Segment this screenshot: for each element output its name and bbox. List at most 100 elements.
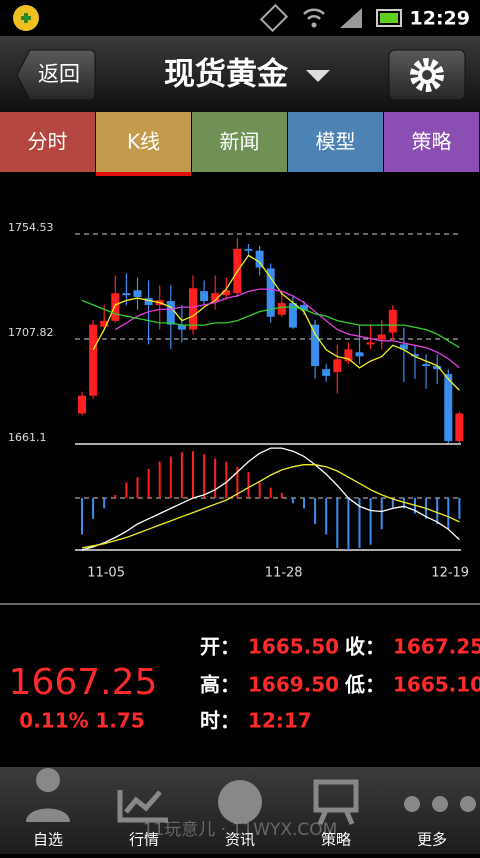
tab[interactable]: [0, 112, 95, 172]
macd-bar: [258, 482, 261, 498]
candle-body: [111, 293, 120, 321]
candle-body: [100, 320, 109, 327]
nav-icon[interactable]: [218, 780, 262, 824]
macd-bar: [336, 498, 339, 548]
candle-body: [211, 293, 220, 302]
candle-body: [444, 374, 453, 442]
active-tab-indicator: [96, 172, 191, 176]
tab[interactable]: [384, 112, 479, 172]
candle-body: [222, 290, 231, 296]
macd-bar: [269, 487, 272, 498]
back-label[interactable]: 返回: [38, 62, 80, 86]
tab-label[interactable]: 分时: [28, 130, 68, 154]
candle-body: [266, 268, 275, 317]
x-tick-label: 12-19: [431, 566, 469, 581]
macd-bar: [303, 498, 305, 509]
quote-label: 收：: [345, 635, 385, 659]
nav-icon[interactable]: [313, 779, 359, 825]
candle-body: [399, 344, 408, 350]
candle-body: [344, 349, 353, 362]
tab-label[interactable]: 策略: [412, 130, 452, 154]
app-icon-plus: [21, 13, 31, 23]
macd-bar: [136, 477, 139, 498]
quote-value: 1665.50: [248, 635, 339, 659]
candle-body: [411, 354, 419, 357]
tab-label[interactable]: 新闻: [220, 130, 260, 154]
macd-bar: [314, 498, 317, 524]
title-dropdown-arrow[interactable]: [306, 70, 330, 82]
macd-bar: [103, 498, 106, 509]
settings-gear-hole[interactable]: [422, 70, 432, 80]
candle-body: [177, 324, 186, 330]
macd-bar: [247, 472, 250, 498]
tab-label[interactable]: K线: [127, 130, 160, 154]
macd-bar: [158, 461, 161, 498]
battery-icon: [376, 9, 402, 27]
nav-icon[interactable]: [117, 790, 168, 823]
indicator-line: [92, 254, 460, 391]
nav-icon[interactable]: [26, 768, 70, 822]
nav-label[interactable]: 自选: [33, 831, 63, 849]
tab-label[interactable]: 模型: [316, 130, 356, 154]
macd-bar: [436, 498, 439, 524]
nav-label[interactable]: 资讯: [225, 831, 255, 849]
candle-body: [277, 303, 286, 315]
candle-body: [422, 364, 431, 367]
indicator-line: [81, 299, 460, 349]
candle-body: [122, 293, 131, 296]
candle-body: [244, 248, 253, 251]
macd-bar: [358, 498, 361, 548]
x-tick-label: 11-28: [265, 566, 303, 581]
candle-body: [189, 288, 197, 330]
macd-bar: [380, 498, 383, 530]
candle-body: [366, 342, 375, 345]
settings-gear[interactable]: [410, 58, 444, 92]
page-title[interactable]: 现货黄金: [164, 57, 289, 93]
candle-body: [300, 305, 308, 310]
candle-body: [433, 366, 442, 370]
nav-label[interactable]: 策略: [321, 831, 351, 849]
macd-bar: [458, 498, 461, 519]
candle-body: [144, 298, 153, 306]
macd-bar: [114, 494, 117, 498]
candle-body: [166, 301, 175, 325]
change-percent: 0.11%: [19, 709, 88, 733]
vibrate-icon: [259, 3, 289, 33]
macd-bar: [369, 498, 372, 545]
macd-bar: [347, 498, 350, 550]
tab[interactable]: [192, 112, 287, 172]
candle-body: [288, 303, 297, 328]
macd-bar: [447, 498, 450, 530]
candle-body: [355, 352, 364, 357]
candle-body: [255, 250, 264, 268]
indicator-line: [81, 464, 460, 549]
macd-bar: [180, 452, 183, 498]
tab[interactable]: [96, 112, 191, 172]
macd-bar: [192, 451, 194, 498]
nav-icon[interactable]: [404, 796, 476, 812]
change-value: 1.75: [95, 709, 144, 733]
nav-label[interactable]: 行情: [129, 831, 159, 849]
current-price: 1667.25: [9, 662, 158, 703]
macd-bar: [325, 498, 328, 535]
candle-body: [455, 413, 464, 442]
candle-body: [311, 324, 320, 367]
status-bar: [0, 0, 480, 36]
candle-body: [78, 395, 86, 414]
tab[interactable]: [288, 112, 383, 172]
candle-body: [333, 359, 342, 373]
y-tick-label: 1707.82: [8, 326, 54, 339]
nav-label[interactable]: 更多: [417, 831, 447, 849]
battery-level: [380, 13, 398, 23]
candle-body: [377, 334, 386, 340]
candle-body: [133, 290, 142, 298]
x-tick-label: 11-05: [87, 566, 125, 581]
macd-bar: [81, 498, 83, 535]
indicator-line: [114, 288, 460, 369]
macd-bar: [214, 458, 217, 498]
back-button[interactable]: [16, 49, 96, 101]
quote-value: 1665.10: [393, 673, 480, 697]
macd-bar: [125, 482, 128, 498]
quote-value: 12:17: [248, 709, 312, 733]
